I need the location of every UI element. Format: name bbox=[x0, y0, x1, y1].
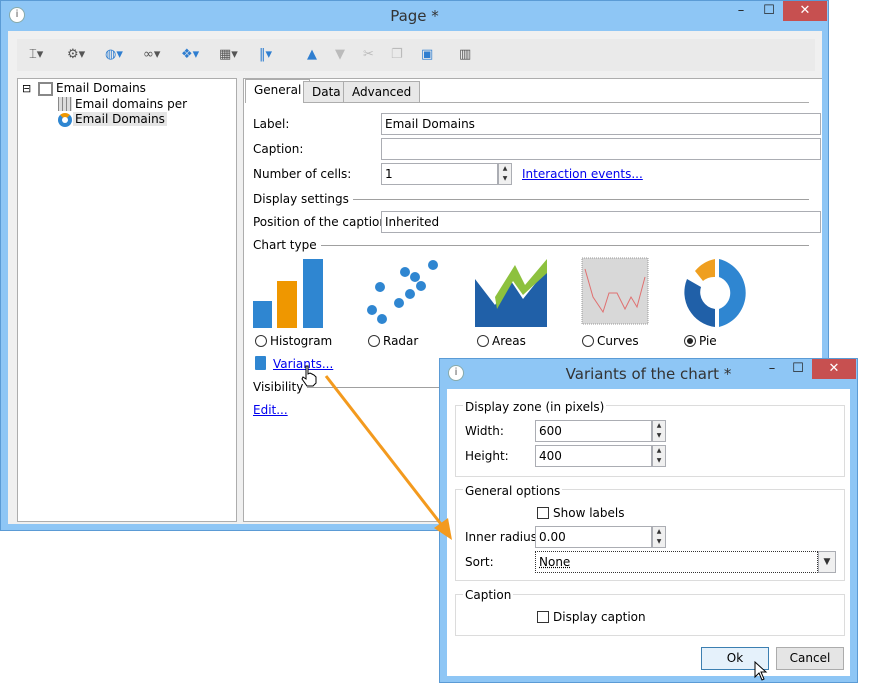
columns-icon[interactable]: ‖▾ bbox=[259, 47, 273, 62]
clipboard-icon bbox=[255, 356, 266, 370]
interaction-events-link[interactable]: Interaction events... bbox=[522, 167, 643, 181]
dialog-title-bar: i Variants of the chart * – ☐ ✕ bbox=[440, 359, 857, 389]
width-input[interactable]: 600 bbox=[535, 420, 652, 442]
tree-item[interactable]: Email Domains bbox=[56, 81, 146, 95]
maximize-button[interactable]: ☐ bbox=[792, 361, 804, 376]
paste-icon[interactable]: ▣ bbox=[421, 47, 434, 62]
height-input[interactable]: 400 bbox=[535, 445, 652, 467]
chart-type-section: Chart type bbox=[253, 238, 809, 252]
radio-label: Radar bbox=[383, 334, 419, 348]
display-zone-group bbox=[455, 405, 845, 477]
link-icon[interactable]: ∞▾ bbox=[143, 47, 161, 62]
table-icon[interactable]: ▦▾ bbox=[219, 47, 238, 62]
inner-radius-label: Inner radius: bbox=[465, 530, 542, 544]
edit-link[interactable]: Edit... bbox=[253, 403, 288, 417]
tab-advanced[interactable]: Advanced bbox=[343, 81, 421, 103]
show-labels-checkbox[interactable]: Show labels bbox=[537, 506, 624, 520]
dialog-title: Variants of the chart * bbox=[565, 365, 732, 383]
pie-icon bbox=[684, 259, 746, 327]
tab-data[interactable]: Data bbox=[303, 81, 350, 103]
table-grid-icon bbox=[58, 97, 72, 111]
tree-item-selected[interactable]: Email Domains bbox=[73, 112, 167, 126]
general-options-title: General options bbox=[463, 484, 563, 498]
curves-icon bbox=[581, 257, 649, 325]
arrow-up-icon[interactable]: ▲ bbox=[307, 47, 317, 62]
variants-dialog: i Variants of the chart * – ☐ ✕ Display … bbox=[439, 358, 858, 683]
radar-icon bbox=[367, 260, 438, 324]
histogram-radio[interactable]: Histogram bbox=[255, 334, 332, 348]
width-stepper[interactable]: ▲ ▼ bbox=[652, 420, 666, 442]
page-layout-icon bbox=[38, 82, 53, 96]
radar-radio[interactable]: Radar bbox=[368, 334, 418, 348]
maximize-button[interactable]: ☐ bbox=[763, 3, 775, 18]
cut-icon[interactable]: ✂ bbox=[363, 47, 374, 62]
caption-position-select[interactable]: Inherited bbox=[381, 211, 821, 233]
pointer-settings-icon[interactable]: ⚙▾ bbox=[67, 47, 86, 62]
delete-icon[interactable]: ▥ bbox=[459, 47, 472, 62]
height-label: Height: bbox=[465, 449, 509, 463]
pie-radio[interactable]: Pie bbox=[684, 334, 717, 348]
areas-icon bbox=[475, 259, 547, 327]
cells-stepper[interactable]: ▲ ▼ bbox=[498, 163, 512, 185]
inner-radius-stepper[interactable]: ▲ ▼ bbox=[652, 526, 666, 548]
sort-select[interactable]: None bbox=[535, 551, 818, 573]
hand-cursor-icon bbox=[301, 365, 317, 387]
close-button[interactable]: ✕ bbox=[812, 359, 856, 379]
caption-group-title: Caption bbox=[463, 588, 514, 602]
chevron-down-icon[interactable]: ▼ bbox=[818, 551, 836, 573]
cells-label: Number of cells: bbox=[253, 167, 352, 181]
arrow-down-icon[interactable]: ▼ bbox=[335, 47, 345, 62]
tab-general[interactable]: General bbox=[245, 79, 311, 103]
cancel-button[interactable]: Cancel bbox=[776, 647, 844, 670]
radio-label: Curves bbox=[597, 334, 639, 348]
width-label: Width: bbox=[465, 424, 504, 438]
copy-icon[interactable]: ❐ bbox=[391, 47, 403, 62]
label-label: Label: bbox=[253, 117, 290, 131]
collapse-icon[interactable]: ⊟ bbox=[22, 82, 32, 95]
close-button[interactable]: ✕ bbox=[783, 1, 827, 21]
variants-link[interactable]: Variants... bbox=[273, 357, 334, 371]
window-title: Page * bbox=[390, 7, 439, 25]
areas-radio[interactable]: Areas bbox=[477, 334, 526, 348]
ok-button[interactable]: Ok bbox=[701, 647, 769, 670]
minimize-button[interactable]: – bbox=[768, 361, 776, 376]
display-zone-title: Display zone (in pixels) bbox=[463, 400, 607, 414]
tab-divider bbox=[413, 102, 809, 103]
toolbar: ⌶▾ ⚙▾ ◍▾ ∞▾ ❖▾ ▦▾ ‖▾ ▲ ▼ ✂ ❐ ▣ ▥ bbox=[17, 39, 815, 71]
curves-radio[interactable]: Curves bbox=[582, 334, 639, 348]
caption-group bbox=[455, 594, 845, 636]
radio-label: Areas bbox=[492, 334, 526, 348]
radio-label: Pie bbox=[699, 334, 717, 348]
height-stepper[interactable]: ▲ ▼ bbox=[652, 445, 666, 467]
text-cursor-icon[interactable]: ⌶▾ bbox=[29, 47, 44, 62]
cells-input[interactable]: 1 bbox=[381, 163, 498, 185]
section-title: Display settings bbox=[253, 192, 349, 206]
app-icon: i bbox=[9, 7, 25, 23]
checkbox-label: Show labels bbox=[553, 506, 625, 520]
layers-icon[interactable]: ❖▾ bbox=[181, 47, 200, 62]
radio-label: Histogram bbox=[270, 334, 333, 348]
tree-panel: ⊟ Email Domains Email domains per recipi… bbox=[17, 78, 237, 522]
section-title: Chart type bbox=[253, 238, 317, 252]
label-input[interactable]: Email Domains bbox=[381, 113, 821, 135]
pointer-cursor-icon bbox=[754, 661, 768, 681]
checkbox-label: Display caption bbox=[553, 610, 646, 624]
caption-label: Caption: bbox=[253, 142, 304, 156]
caption-input[interactable] bbox=[381, 138, 821, 160]
section-title: Visibility bbox=[253, 380, 304, 394]
caption-position-label: Position of the caption: bbox=[253, 215, 392, 229]
sort-label: Sort: bbox=[465, 555, 494, 569]
title-bar: i Page * – ☐ ✕ bbox=[1, 1, 828, 31]
histogram-icon bbox=[253, 259, 323, 328]
globe-icon[interactable]: ◍▾ bbox=[105, 47, 123, 62]
donut-chart-icon bbox=[58, 113, 72, 127]
display-settings-section: Display settings bbox=[253, 192, 809, 206]
display-caption-checkbox[interactable]: Display caption bbox=[537, 610, 646, 624]
app-icon: i bbox=[448, 365, 464, 381]
general-options-group bbox=[455, 489, 845, 581]
minimize-button[interactable]: – bbox=[737, 3, 745, 18]
inner-radius-input[interactable]: 0.00 bbox=[535, 526, 652, 548]
